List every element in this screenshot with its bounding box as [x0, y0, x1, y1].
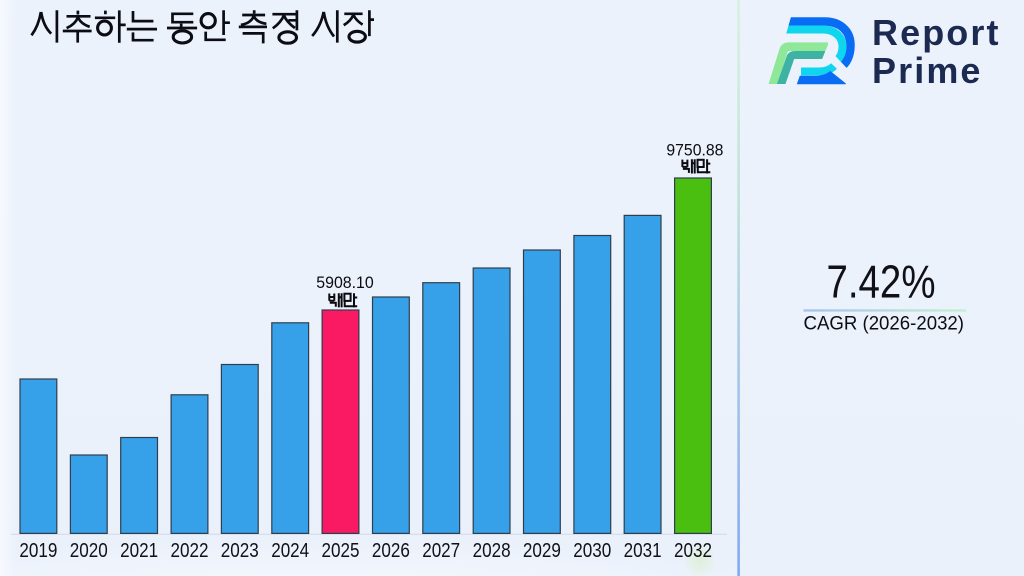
svg-text:2029: 2029: [523, 540, 561, 562]
svg-text:2030: 2030: [573, 540, 611, 562]
svg-text:2028: 2028: [473, 540, 511, 562]
svg-text:2025: 2025: [322, 540, 360, 562]
svg-text:2024: 2024: [271, 540, 309, 562]
svg-text:Prime: Prime: [872, 50, 983, 91]
svg-text:2021: 2021: [120, 540, 158, 562]
svg-text:CAGR (2026-2032): CAGR (2026-2032): [804, 313, 965, 334]
svg-text:2020: 2020: [70, 540, 108, 562]
svg-text:2026: 2026: [372, 540, 410, 562]
svg-text:2027: 2027: [422, 540, 460, 562]
svg-text:2031: 2031: [624, 540, 662, 562]
svg-text:2022: 2022: [171, 540, 209, 562]
svg-text:Report: Report: [872, 12, 1001, 53]
svg-text:5908.10: 5908.10: [316, 274, 374, 292]
svg-text:2032: 2032: [674, 540, 712, 562]
svg-text:2023: 2023: [221, 540, 259, 562]
svg-text:7.42%: 7.42%: [827, 255, 936, 307]
svg-text:2019: 2019: [19, 540, 57, 562]
svg-text:9750.88: 9750.88: [666, 142, 723, 160]
